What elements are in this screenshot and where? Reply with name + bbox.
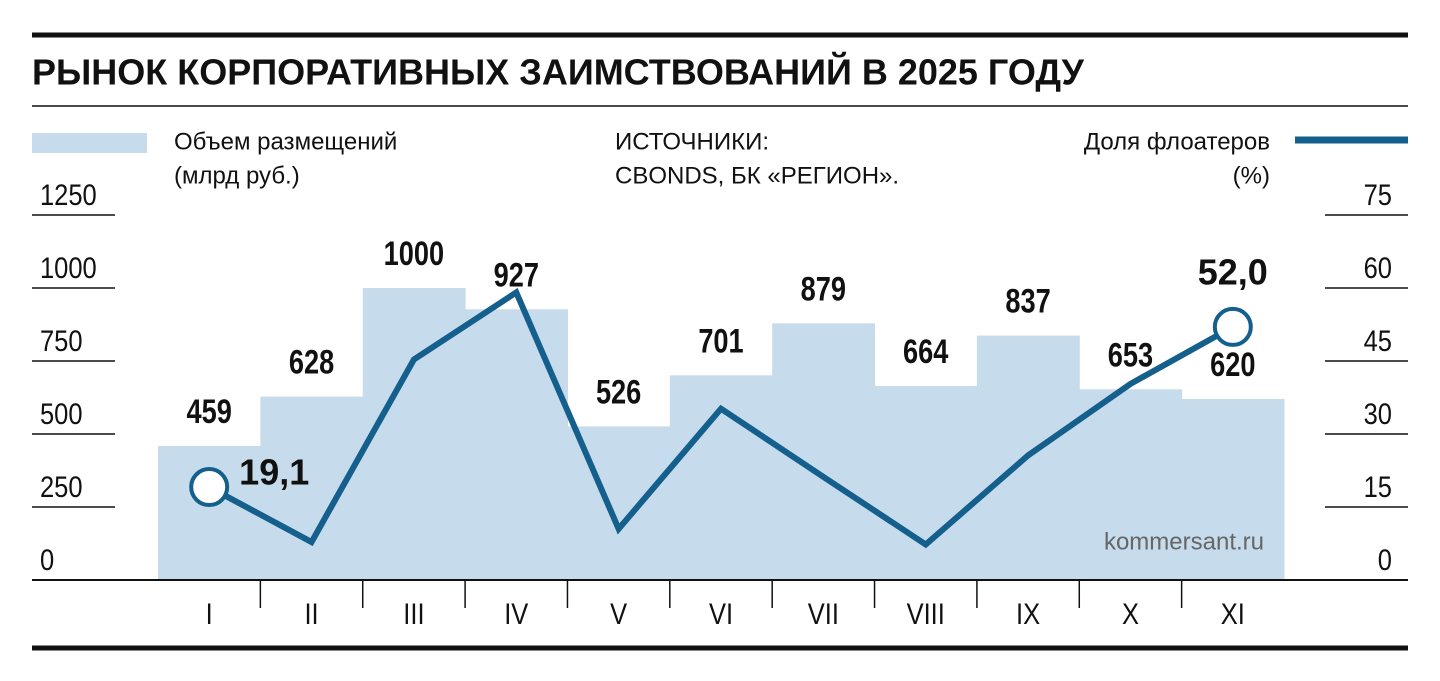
x-tick-label: VIII bbox=[907, 597, 945, 630]
bar bbox=[465, 309, 568, 580]
legend-label: Объем размещений bbox=[174, 128, 397, 155]
y-tick-label: 500 bbox=[40, 397, 83, 430]
x-tick-label: II bbox=[304, 597, 318, 630]
y2-tick-label: 30 bbox=[1364, 397, 1392, 430]
watermark: kommersant.ru bbox=[1104, 528, 1264, 555]
data-label: 19,1 bbox=[239, 452, 309, 493]
x-tick-label: XI bbox=[1221, 597, 1245, 630]
line bbox=[207, 287, 1235, 549]
y2-axis-label: (%) bbox=[1233, 162, 1270, 189]
x-tick-label: VII bbox=[808, 597, 839, 630]
chart-title: РЫНОК КОРПОРАТИВНЫХ ЗАИМСТВОВАНИЙ В 2025… bbox=[32, 51, 1084, 93]
data-label: 526 bbox=[596, 372, 641, 411]
data-label: 620 bbox=[1210, 345, 1255, 384]
data-label: 52,0 bbox=[1198, 251, 1268, 292]
y-tick-label: 1250 bbox=[40, 178, 97, 211]
bar bbox=[260, 396, 364, 580]
legend-swatch bbox=[32, 133, 147, 153]
marker bbox=[1212, 306, 1253, 347]
x-tick-label: III bbox=[403, 597, 424, 630]
data-label: 879 bbox=[801, 269, 846, 308]
x-tick-label: IX bbox=[1016, 597, 1040, 630]
source: CBONDS, БК «РЕГИОН». bbox=[615, 162, 899, 189]
data-label: 628 bbox=[289, 343, 334, 382]
bar bbox=[1079, 389, 1183, 580]
marker bbox=[189, 467, 230, 508]
x-tick-label: V bbox=[610, 597, 627, 630]
source-label: ИСТОЧНИКИ: bbox=[615, 128, 769, 155]
legend-label: Доля флоатеров bbox=[1084, 128, 1270, 155]
y2-tick-label: 15 bbox=[1364, 470, 1392, 503]
y-tick-label: 250 bbox=[40, 470, 83, 503]
y-axis-label: (млрд руб.) bbox=[174, 162, 300, 189]
x-tick-label: X bbox=[1122, 597, 1139, 630]
bar bbox=[362, 288, 466, 580]
data-label: 664 bbox=[903, 332, 948, 371]
bar bbox=[874, 386, 978, 580]
y2-tick-label: 75 bbox=[1364, 178, 1392, 211]
y2-tick-label: 60 bbox=[1364, 251, 1392, 284]
x-tick-label: VI bbox=[709, 597, 733, 630]
data-label: 459 bbox=[187, 392, 232, 431]
data-label: 1000 bbox=[384, 234, 444, 273]
x-tick-label: IV bbox=[504, 597, 528, 630]
y-tick-label: 0 bbox=[40, 543, 54, 576]
y2-tick-label: 45 bbox=[1364, 324, 1392, 357]
x-tick-label: I bbox=[206, 597, 213, 630]
data-label: 927 bbox=[494, 255, 539, 294]
data-label: 701 bbox=[698, 321, 743, 360]
y-tick-label: 1000 bbox=[40, 251, 97, 284]
y2-tick-label: 0 bbox=[1378, 543, 1392, 576]
y-tick-label: 750 bbox=[40, 324, 83, 357]
data-label: 837 bbox=[1005, 282, 1050, 321]
data-label: 653 bbox=[1108, 335, 1153, 374]
bar bbox=[1181, 398, 1285, 580]
